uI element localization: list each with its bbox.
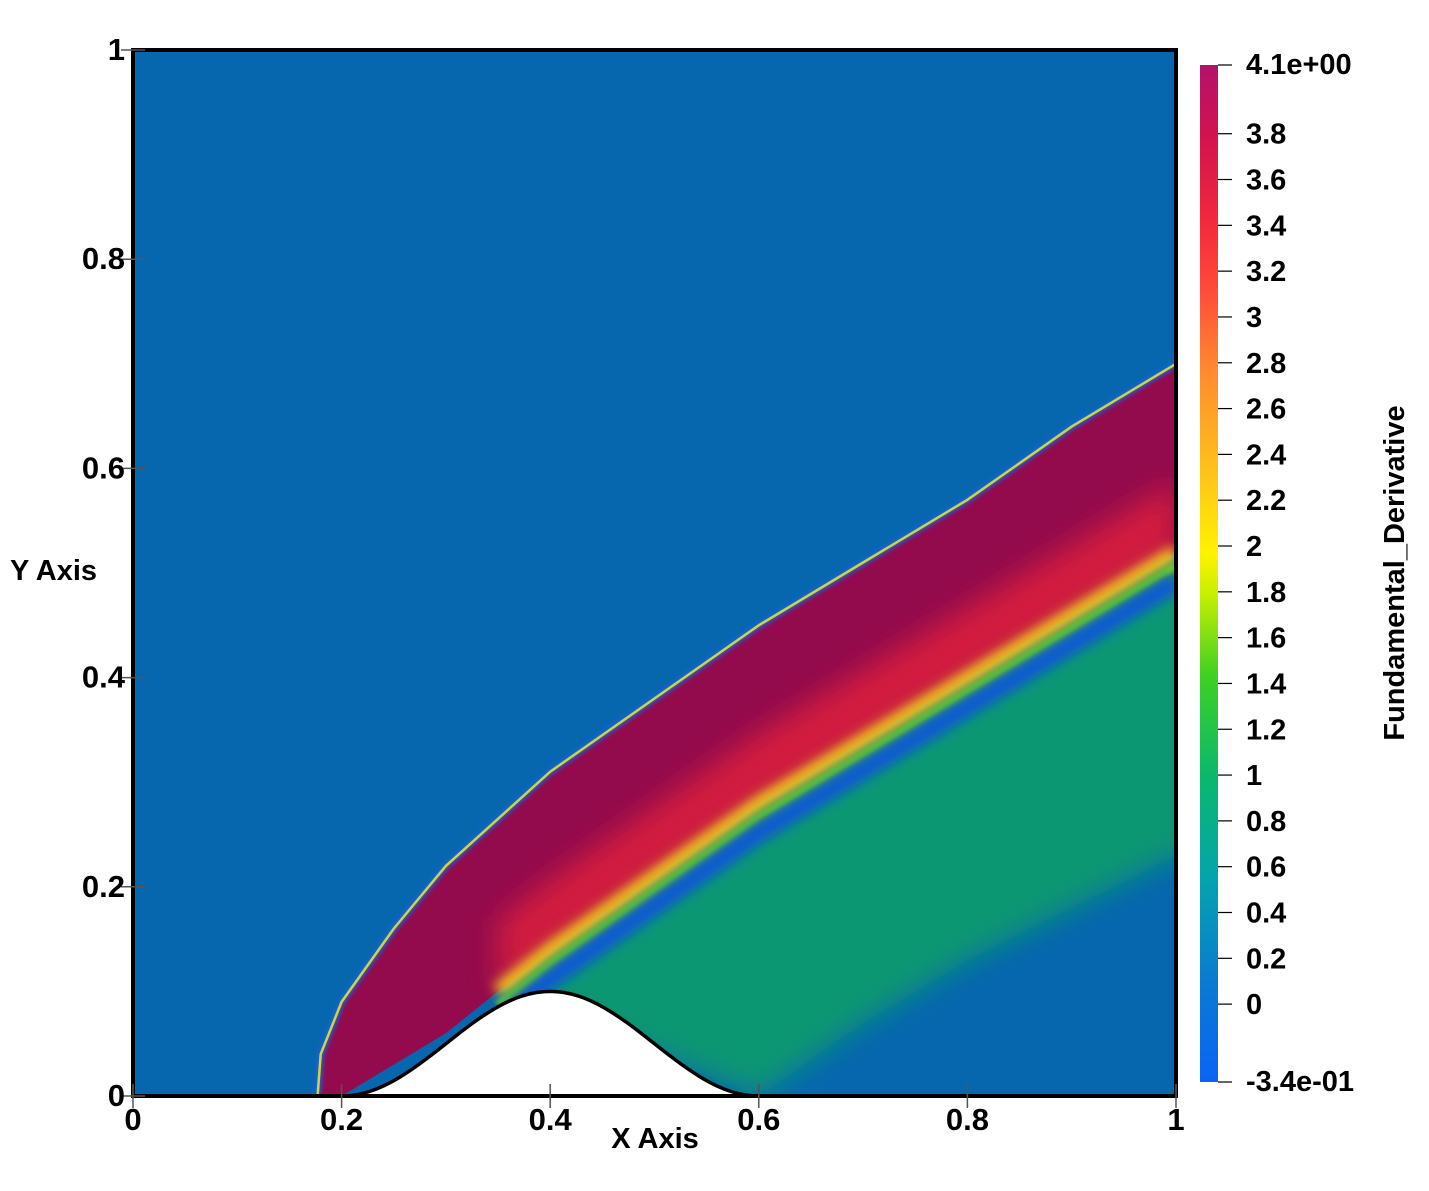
colorbar-tick-label: 2.4: [1246, 439, 1286, 471]
y-tick-label: 0: [108, 1078, 125, 1113]
bump-outline: [341, 989, 759, 1096]
x-tick-label: 0.8: [946, 1102, 989, 1137]
plot-border: [131, 48, 1178, 1098]
colorbar-tick-label: 0.6: [1246, 852, 1286, 884]
colorbar-tick-label: 3.6: [1246, 165, 1286, 197]
y-tick-label: 0.6: [82, 450, 125, 485]
colorbar-tick-label: 1: [1246, 760, 1262, 792]
colorbar-tick-label: 2.2: [1246, 485, 1286, 517]
y-axis: 0 0.2 0.4 0.6 0.8 1: [82, 32, 145, 1113]
colorbar: 4.1e+00 -3.4e-01 0 0.2 0.4 0.6 0.8 1 1.2 1.4 1.6 1.…: [1200, 49, 1354, 1098]
colorbar-tick-label: 0.4: [1246, 898, 1286, 930]
colorbar-tick-label: 3.8: [1246, 119, 1286, 151]
colorbar-title: Fundamental_Derivative: [1379, 405, 1411, 740]
colorbar-tick-label: 3: [1246, 302, 1262, 334]
x-tick-label: 1: [1167, 1102, 1184, 1137]
colorbar-tick-label: 0.2: [1246, 943, 1286, 975]
x-tick-label: 0.6: [737, 1102, 780, 1137]
x-axis-title: X Axis: [611, 1123, 699, 1155]
colorbar-tick-label: 0.8: [1246, 806, 1286, 838]
colorbar-tick-label: 1.4: [1246, 668, 1286, 700]
x-tick-label: 0: [124, 1102, 141, 1137]
expansion-yellow-band: [493, 546, 1176, 997]
colorbar-tick-label: 2: [1246, 531, 1262, 563]
colorbar-tick-label: 1.2: [1246, 714, 1286, 746]
y-tick-label: 0.2: [82, 869, 125, 904]
expansion-dip-band: [492, 574, 1176, 1029]
shock-front-line: [316, 362, 1176, 1096]
colorbar-tick-label: 3.2: [1246, 256, 1286, 288]
y-tick-label: 0.8: [82, 241, 125, 276]
bump-obstacle: [341, 991, 759, 1096]
colorbar-tick-label: 3.4: [1246, 210, 1286, 242]
y-tick-label: 1: [108, 32, 125, 67]
x-tick-label: 0.2: [320, 1102, 363, 1137]
colorbar-tick-label: 1.8: [1246, 577, 1286, 609]
x-tick-label: 0.4: [529, 1102, 573, 1137]
colorbar-min-label: -3.4e-01: [1246, 1066, 1354, 1098]
x-axis: 0 0.2 0.4 0.6 0.8 1: [124, 1084, 1185, 1137]
y-tick-label: 0.4: [82, 660, 126, 695]
expansion-green-band: [495, 562, 1176, 1009]
heatmap-field: [133, 50, 1176, 1096]
colorbar-max-label: 4.1e+00: [1246, 49, 1352, 81]
colorbar-tick-label: 2.6: [1246, 394, 1286, 426]
colorbar-tick-label: 1.6: [1246, 623, 1286, 655]
colorbar-tick-label: 2.8: [1246, 348, 1286, 380]
y-axis-title: Y Axis: [10, 555, 97, 587]
plot-frame: [131, 48, 1178, 1098]
colorbar-strip: [1200, 65, 1218, 1082]
colorbar-tick-label: 0: [1246, 989, 1262, 1021]
